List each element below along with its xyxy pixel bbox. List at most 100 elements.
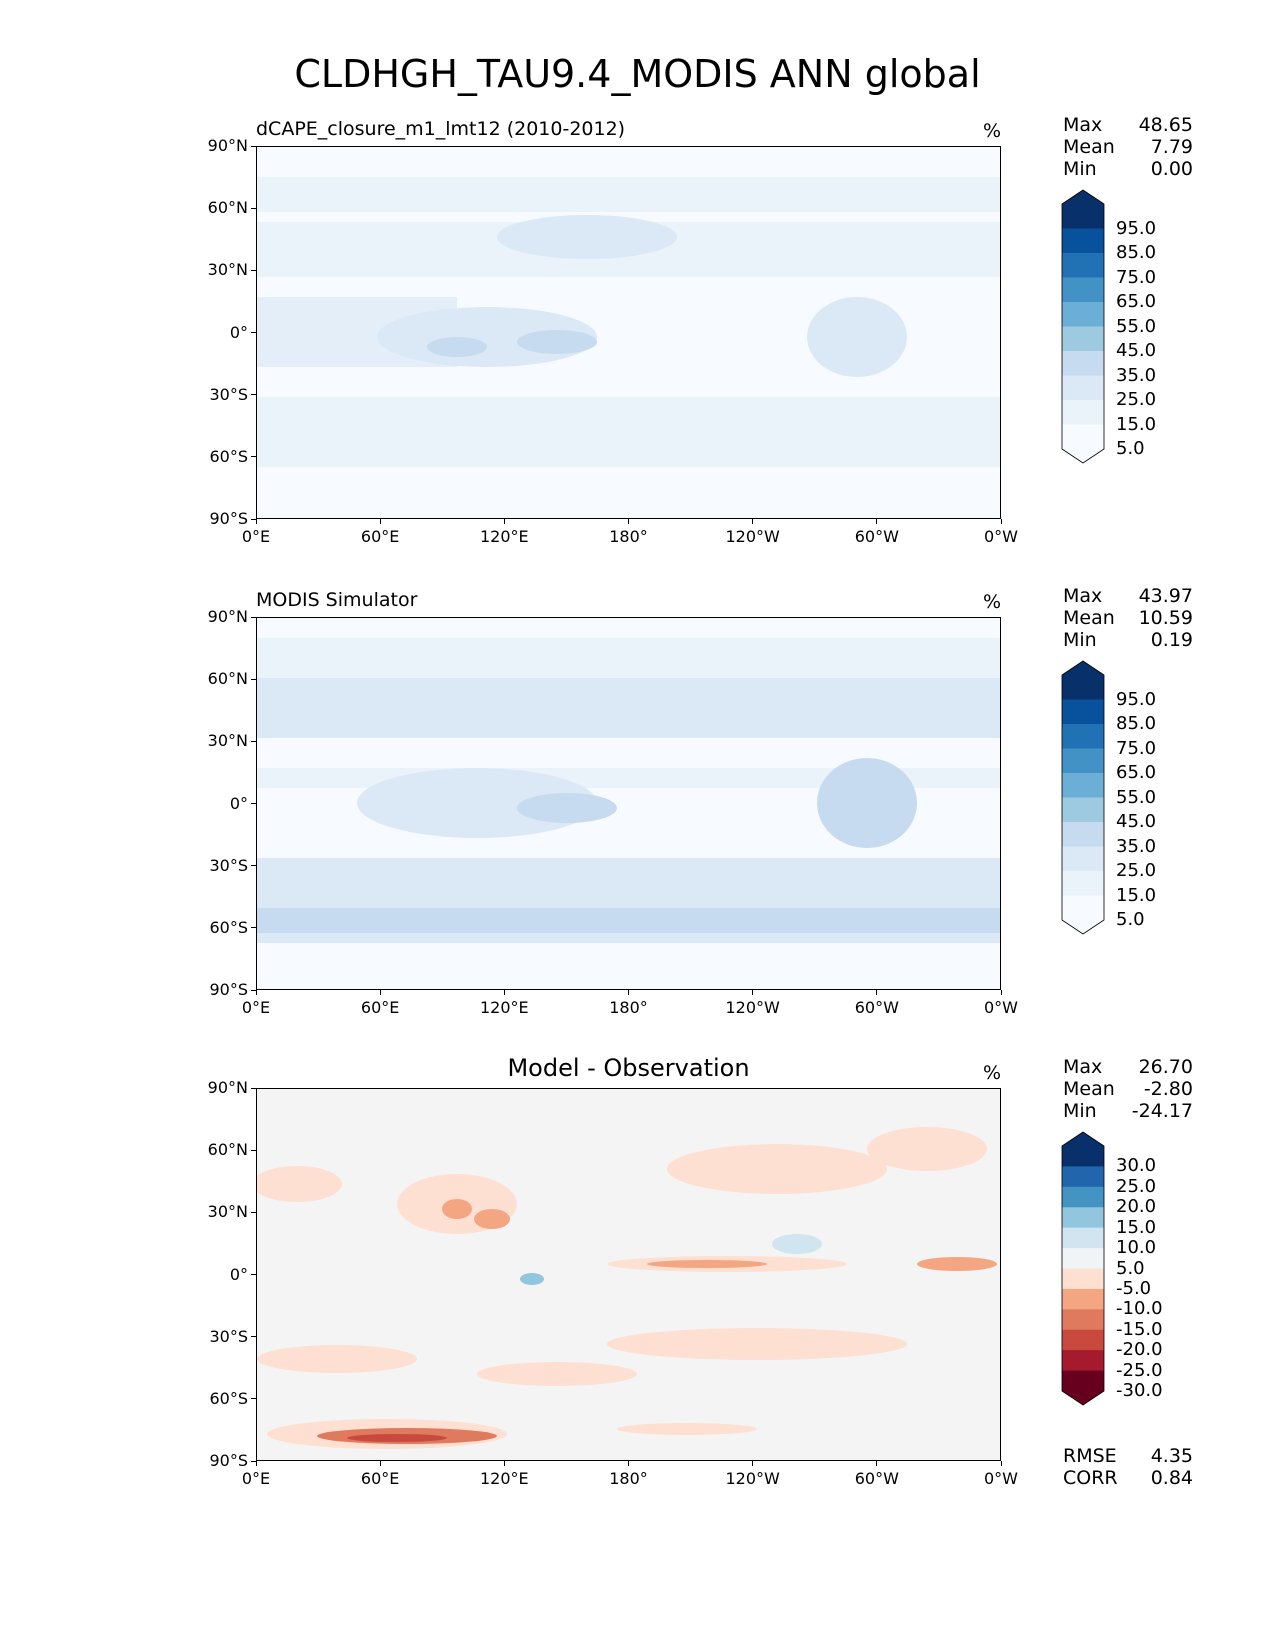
stat-value: 0.00 xyxy=(1150,158,1193,180)
colorbar-swatch xyxy=(1062,253,1104,278)
panel-title: MODIS Simulator xyxy=(256,589,418,611)
lon-tick xyxy=(628,1461,629,1466)
colorbar-extend-top xyxy=(1062,190,1104,204)
lat-tick-label: 30°N xyxy=(207,260,248,280)
lon-tick xyxy=(1000,519,1002,524)
lat-tick-label: 90°S xyxy=(209,980,248,999)
stat-label: Min xyxy=(1063,629,1097,651)
colorbar-tick-label: 65.0 xyxy=(1116,762,1157,783)
figure-title: CLDHGH_TAU9.4_MODIS ANN global xyxy=(294,52,981,96)
stat-value: -2.80 xyxy=(1143,1078,1193,1100)
colorbar-swatches xyxy=(1061,660,1105,935)
colorbar-swatch xyxy=(1062,822,1104,847)
lat-tick-label: 60°S xyxy=(209,917,248,937)
lon-tick xyxy=(255,990,257,995)
lat-tick xyxy=(251,456,256,458)
error-stats: RMSE 4.35 CORR 0.84 xyxy=(1063,1445,1193,1489)
lat-tick-label: 30°S xyxy=(209,1326,248,1346)
colorbar-swatch xyxy=(1062,302,1104,327)
rmse-value: 4.35 xyxy=(1150,1445,1193,1467)
colorbar-swatch xyxy=(1062,1166,1104,1188)
lon-tick xyxy=(1000,990,1002,995)
colorbar-tick-label: 20.0 xyxy=(1116,1196,1157,1218)
lat-tick-label: 60°N xyxy=(207,669,248,689)
lat-tick-label: 90°S xyxy=(209,1451,248,1470)
lon-tick xyxy=(752,990,754,995)
lat-tick xyxy=(251,616,256,618)
colorbar-tick-label: 75.0 xyxy=(1116,737,1157,759)
colorbar-swatch xyxy=(1062,1309,1104,1331)
lon-tick-label: 180° xyxy=(609,527,648,546)
panel-title: Model - Observation xyxy=(507,1054,750,1082)
lat-tick xyxy=(251,518,256,520)
lon-tick-label: 60°W xyxy=(854,1469,899,1488)
colorbar-extend-top xyxy=(1062,1132,1104,1146)
colorbar-swatch xyxy=(1062,797,1104,823)
colorbar-swatch xyxy=(1062,773,1104,798)
colorbar-swatch xyxy=(1062,748,1104,774)
lat-tick-label: 30°S xyxy=(209,855,248,875)
stat-label: Max xyxy=(1063,1056,1103,1078)
colorbar-tick-label: 95.0 xyxy=(1116,688,1157,710)
lon-tick xyxy=(876,519,878,524)
lon-tick-label: 180° xyxy=(609,1469,648,1488)
stats-box: Max 48.65 Mean 7.79 Min 0.00 xyxy=(1063,114,1193,180)
stat-label: Min xyxy=(1063,158,1097,180)
colorbar-swatch xyxy=(1062,228,1104,254)
lat-tick-label: 30°N xyxy=(207,1202,248,1222)
lat-tick xyxy=(251,1211,256,1213)
lon-tick xyxy=(503,1461,505,1466)
stat-value: -24.17 xyxy=(1131,1100,1193,1122)
lon-tick-label: 120°E xyxy=(480,1469,529,1488)
lat-tick-label: 90°N xyxy=(207,607,248,626)
lon-tick-label: 60°E xyxy=(360,998,400,1017)
stat-label: Mean xyxy=(1063,136,1115,158)
colorbar-tick-label: -25.0 xyxy=(1116,1359,1163,1381)
colorbar-swatch xyxy=(1062,1248,1104,1269)
lat-tick-label: 30°S xyxy=(209,384,248,404)
units-label: % xyxy=(983,591,1002,613)
colorbar-tick-label: 25.0 xyxy=(1116,1175,1157,1197)
lon-tick-label: 60°E xyxy=(360,1469,400,1488)
colorbar-tick-label: -30.0 xyxy=(1116,1380,1163,1401)
stat-label: Max xyxy=(1063,585,1103,607)
colorbar-swatch xyxy=(1062,400,1104,425)
colorbar-tick-label: 35.0 xyxy=(1116,835,1157,857)
colorbar-swatch xyxy=(1062,1350,1104,1372)
lat-tick xyxy=(251,207,256,209)
colorbar-swatch xyxy=(1062,871,1104,896)
stat-value: 26.70 xyxy=(1138,1056,1193,1078)
lat-tick xyxy=(251,269,256,271)
lon-tick-label: 0°W xyxy=(984,527,1018,546)
lon-tick-label: 60°E xyxy=(360,527,400,546)
stat-label: Min xyxy=(1063,1100,1097,1122)
colorbar-tick-label: 5.0 xyxy=(1116,909,1145,930)
lon-tick xyxy=(1000,1461,1002,1466)
colorbar-swatch xyxy=(1062,375,1104,401)
stat-label: Mean xyxy=(1063,1078,1115,1100)
colorbar-tick-label: -20.0 xyxy=(1116,1339,1163,1361)
lat-tick xyxy=(251,1274,256,1275)
lon-tick xyxy=(752,519,754,524)
colorbar-extend-bottom xyxy=(1062,920,1104,934)
colorbar-tick-label: 5.0 xyxy=(1116,1257,1145,1279)
colorbar-tick-label: 25.0 xyxy=(1116,389,1157,410)
panel-observation: MODIS Simulator % Max 43.97 Mean 10.59 Min… xyxy=(0,585,1275,1059)
colorbar-tick-label: 35.0 xyxy=(1116,364,1157,386)
colorbar-tick-label: 45.0 xyxy=(1116,340,1157,361)
lon-tick xyxy=(379,1461,381,1466)
colorbar-tick-label: 5.0 xyxy=(1116,438,1145,459)
lon-tick-label: 60°W xyxy=(854,998,899,1017)
map-field xyxy=(257,618,1000,989)
map-model xyxy=(256,146,1001,519)
lon-tick xyxy=(628,990,629,995)
colorbar-tick-label: -10.0 xyxy=(1116,1298,1163,1320)
colorbar-tick-label: 75.0 xyxy=(1116,266,1157,288)
panel-difference: Model - Observation % Max 26.70 xyxy=(0,1054,1275,1530)
lon-tick xyxy=(876,990,878,995)
colorbar-tick-label: 95.0 xyxy=(1116,217,1157,239)
colorbar: 95.0 85.0 75.0 65.0 55.0 45.0 35.0 25.0 15.0 5.0 xyxy=(1060,659,1156,940)
colorbar: 30.0 25.0 20.0 15.0 10.0 5.0 -5.0 -10.0 -15.0 -20… xyxy=(1060,1130,1163,1411)
lat-tick xyxy=(251,394,256,396)
lat-tick xyxy=(251,989,256,991)
